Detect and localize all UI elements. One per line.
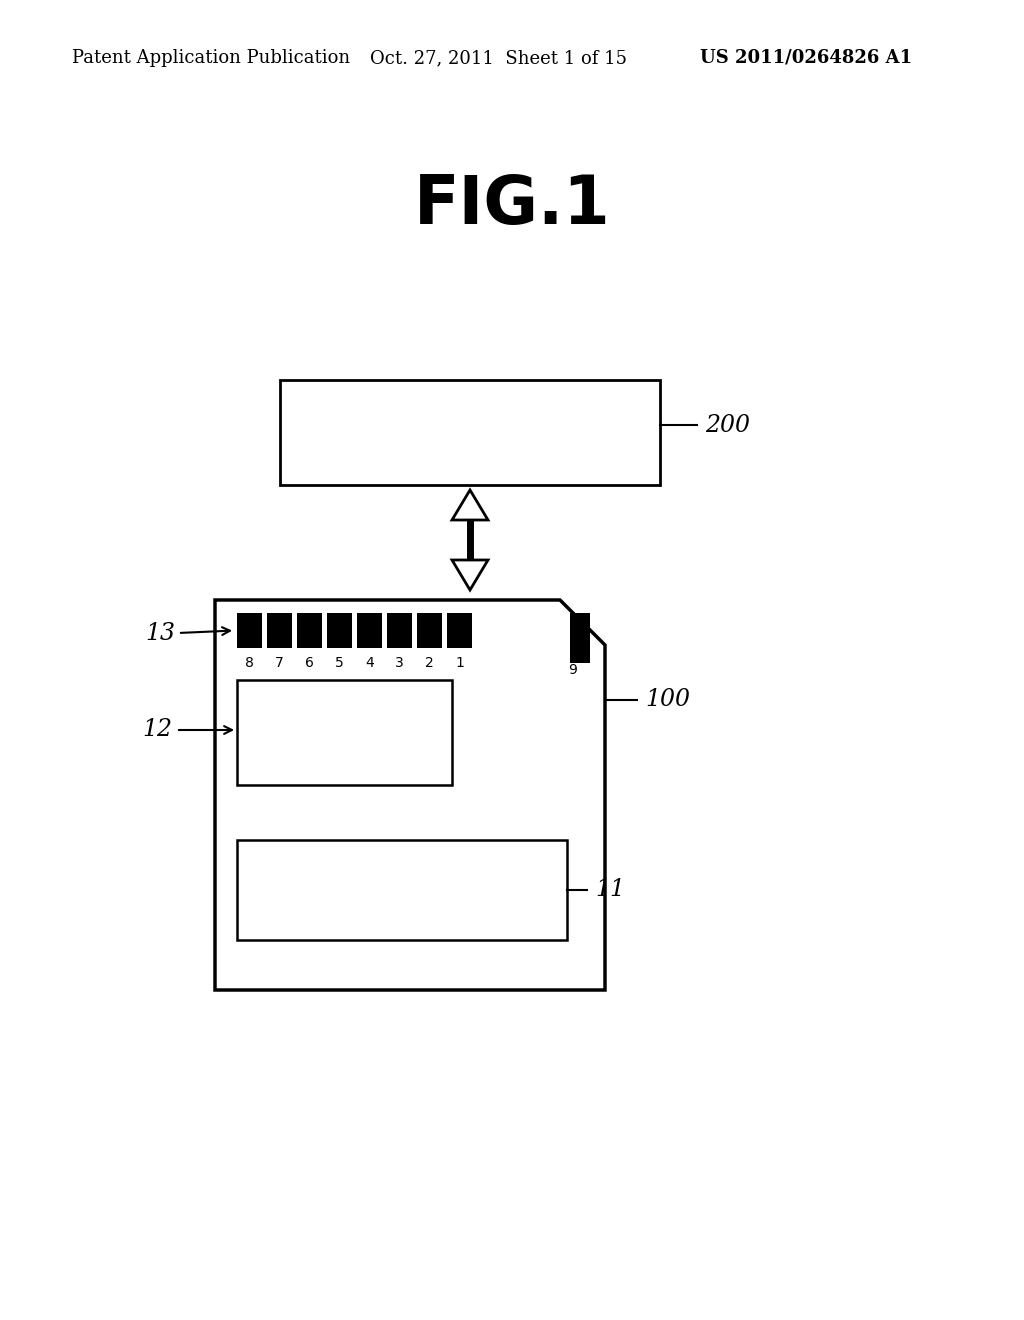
Bar	[297, 612, 322, 648]
Text: 100: 100	[645, 689, 690, 711]
Bar	[570, 612, 590, 663]
Bar	[237, 840, 567, 940]
Text: Oct. 27, 2011  Sheet 1 of 15: Oct. 27, 2011 Sheet 1 of 15	[370, 49, 627, 67]
Bar	[327, 612, 352, 648]
Text: 6: 6	[305, 656, 314, 671]
Text: 200: 200	[705, 413, 750, 437]
Bar	[280, 380, 660, 484]
Bar	[267, 612, 292, 648]
Text: 13: 13	[145, 622, 175, 644]
Text: 8: 8	[245, 656, 254, 671]
Text: 4: 4	[366, 656, 374, 671]
Text: 1: 1	[455, 656, 464, 671]
Text: 9: 9	[568, 663, 578, 677]
Bar	[387, 612, 412, 648]
Bar	[447, 612, 472, 648]
Text: 3: 3	[395, 656, 403, 671]
Text: Patent Application Publication: Patent Application Publication	[72, 49, 350, 67]
Text: 2: 2	[425, 656, 434, 671]
Bar	[237, 612, 262, 648]
Text: 12: 12	[142, 718, 172, 742]
Polygon shape	[452, 560, 488, 590]
Bar	[357, 612, 382, 648]
Text: 11: 11	[595, 879, 625, 902]
Text: 7: 7	[275, 656, 284, 671]
Polygon shape	[452, 490, 488, 520]
Text: US 2011/0264826 A1: US 2011/0264826 A1	[700, 49, 912, 67]
Polygon shape	[215, 601, 605, 990]
Text: 5: 5	[335, 656, 344, 671]
Bar	[417, 612, 442, 648]
Bar	[237, 680, 452, 785]
Text: FIG.1: FIG.1	[414, 172, 610, 238]
